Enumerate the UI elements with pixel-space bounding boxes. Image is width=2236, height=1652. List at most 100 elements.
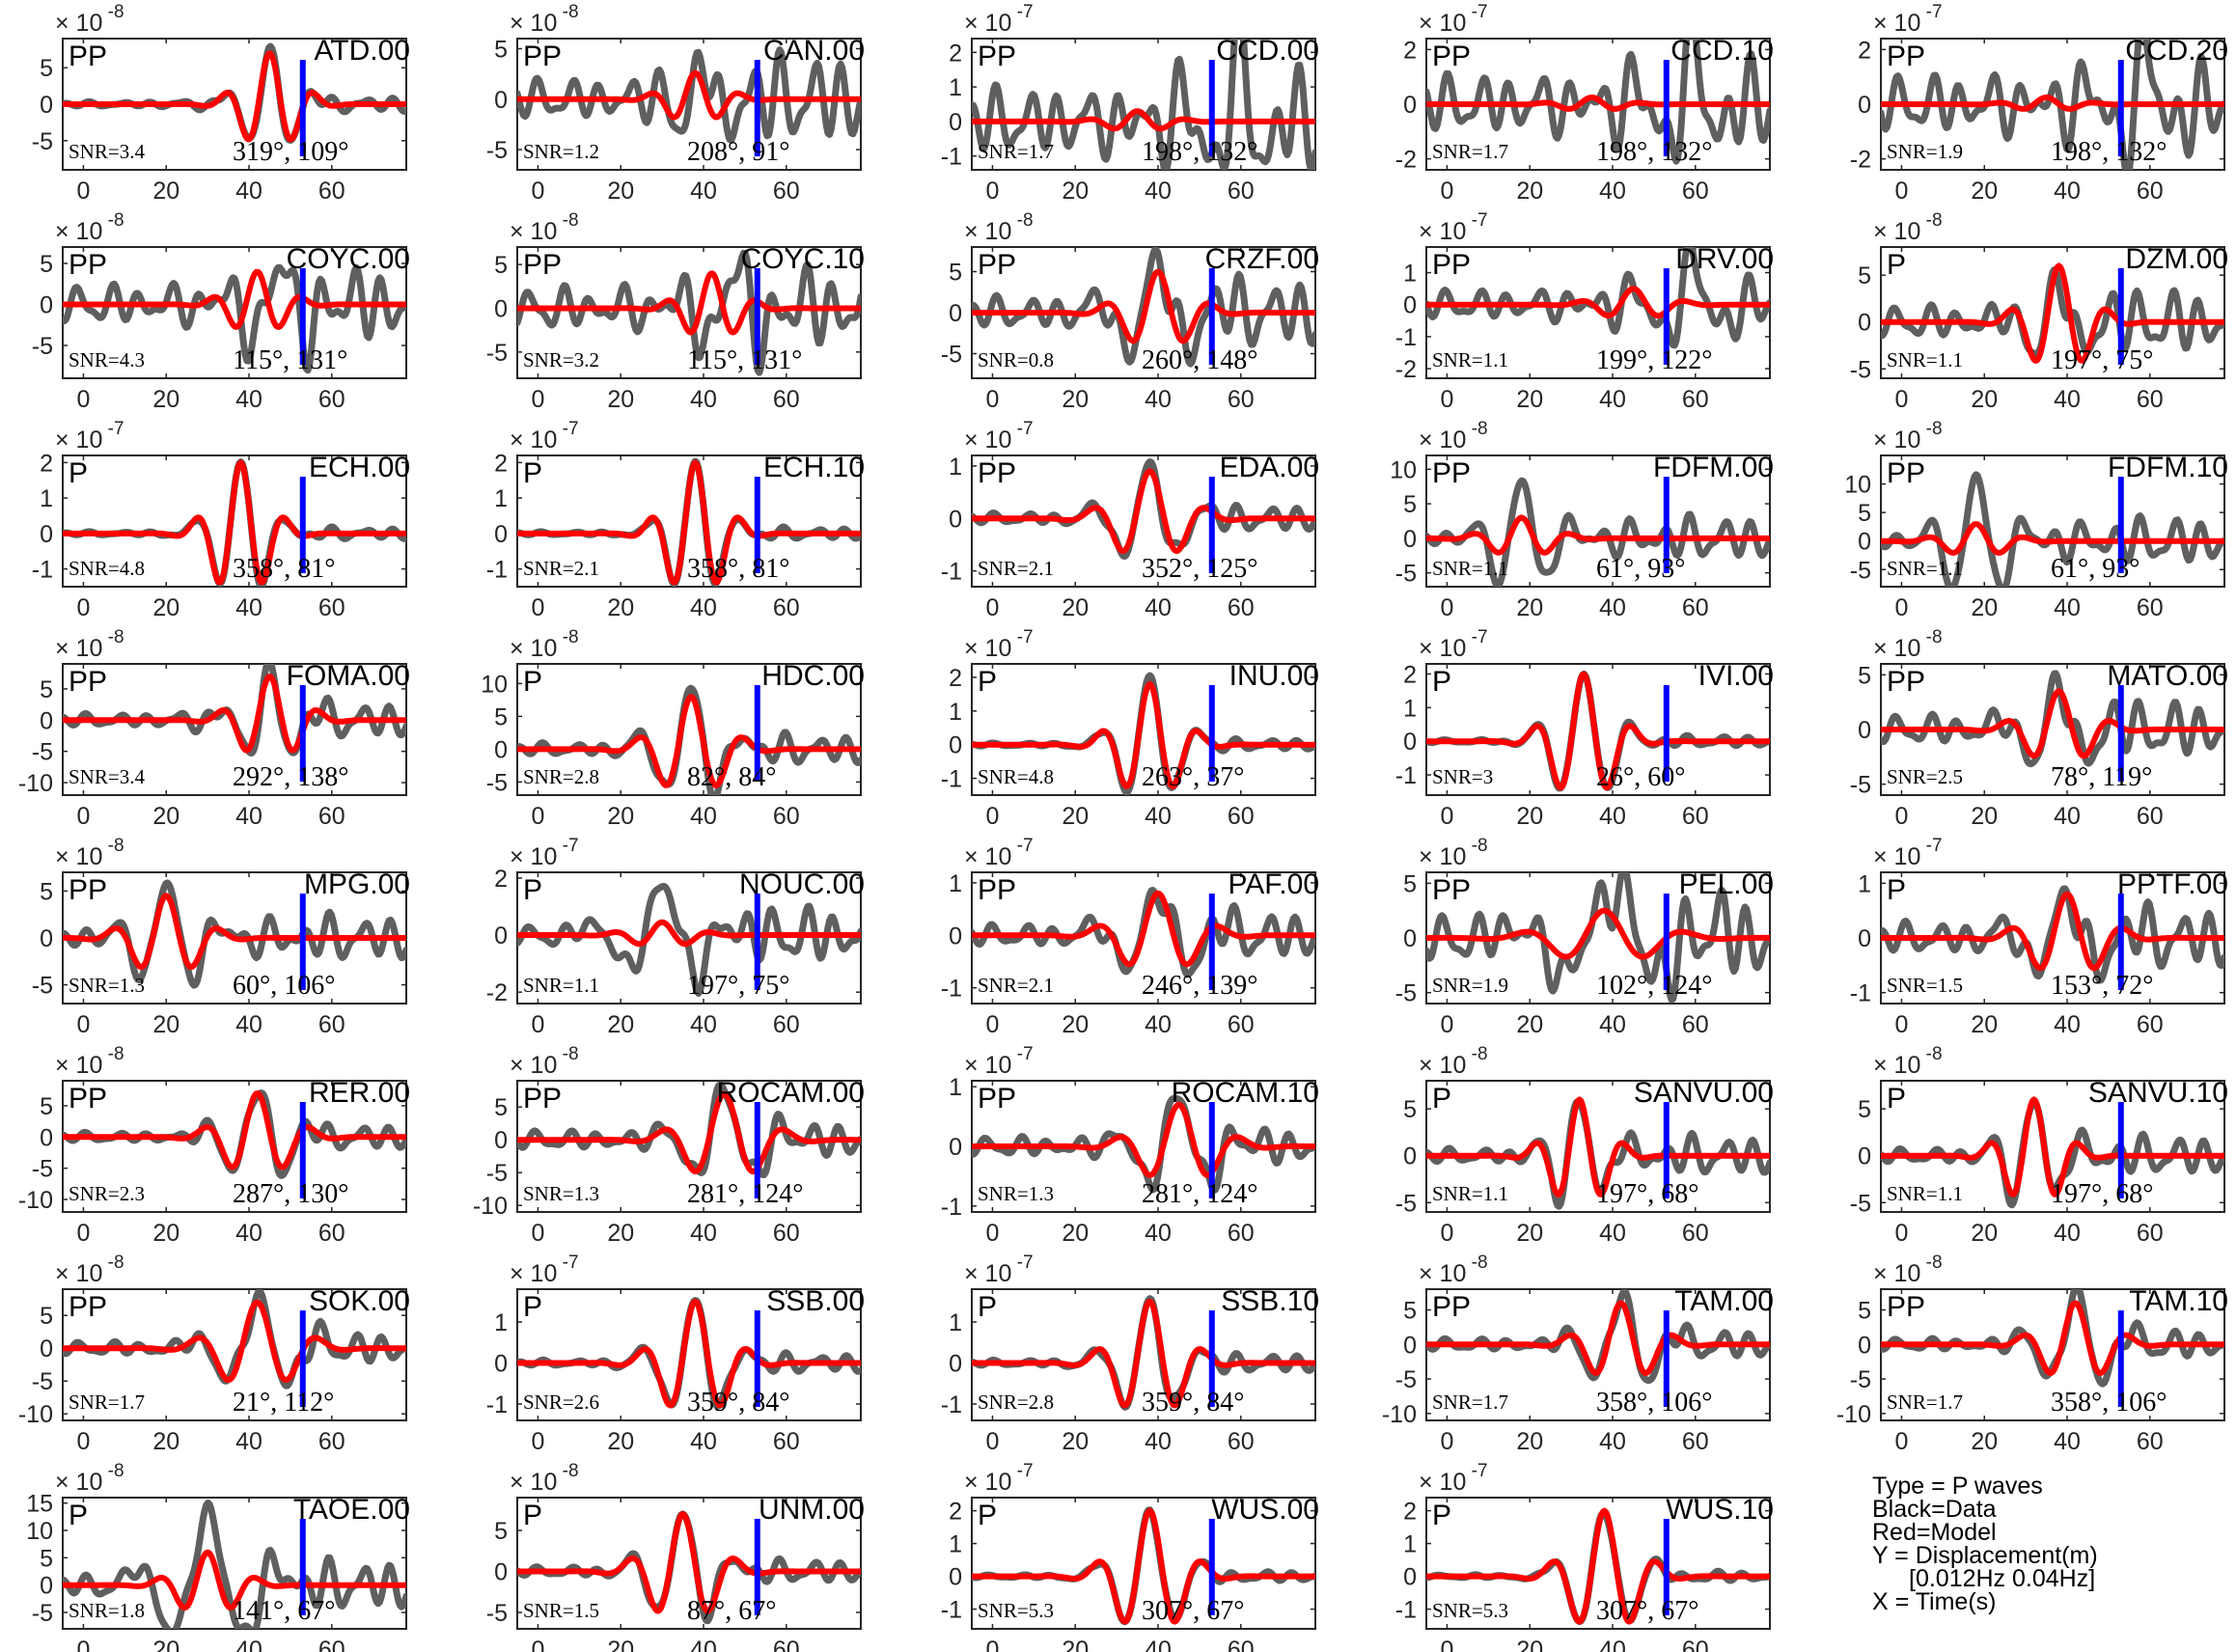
snr-label: SNR=2.1 [523,557,599,580]
x-tick-label: 40 [1145,803,1172,830]
y-exponent-power: -7 [1011,1044,1033,1064]
y-tick-label: -1 [486,1391,508,1418]
y-tick-label: 1 [1403,261,1417,288]
traces [972,39,1315,170]
y-exponent-power: -8 [1466,1044,1487,1064]
y-tick-label: -10 [18,1401,53,1428]
phase-label: P [523,1500,542,1531]
y-tick-label: 0 [1403,729,1417,756]
y-exponent-power: -7 [1920,2,1942,22]
phase-label: PP [978,249,1016,281]
angles-label: 26°, 60° [1596,762,1685,792]
x-tick-label: 0 [531,803,544,830]
y-tick-label: 0 [1858,717,1871,744]
traces [517,1297,861,1411]
y-tick-label: 2 [949,1499,962,1526]
x-tick-label: 40 [2054,594,2081,621]
phase-label: P [1432,1083,1451,1115]
y-tick-label: 0 [949,506,962,533]
y-tick-label: -5 [1850,1190,1871,1217]
x-tick-label: 60 [1228,1011,1255,1038]
y-exponent-power: -7 [1011,1253,1033,1273]
phase-label: PP [1432,1291,1471,1323]
y-tick-label: 0 [494,1351,508,1378]
panel-sanvu-10: 0 20 40 60 -5 0 5× 10 -8 P SANVU.10 SNR=1.1 197°, … [1850,1044,2228,1247]
x-tick-label: 40 [1599,803,1626,830]
model-trace [1426,286,1770,319]
snr-label: SNR=1.1 [523,974,599,997]
x-tick-label: 0 [1440,178,1453,205]
station-label: SOK.00 [309,1285,410,1317]
traces [1881,885,2224,984]
y-exponent-label: × 10 -8 [1873,1253,1943,1287]
phase-label: PP [1887,41,1925,72]
snr-label: SNR=2.6 [523,1390,599,1414]
station-label: TAOE.00 [293,1494,410,1526]
x-tick-label: 20 [152,594,179,621]
station-label: UNM.00 [759,1494,865,1526]
station-label: SSB.10 [1221,1285,1319,1317]
angles-label: 358°, 81° [687,554,789,584]
y-tick-label: -10 [473,1193,508,1220]
x-tick-label: 60 [318,1428,345,1455]
y-exponent-label: × 10 -8 [1419,419,1488,454]
model-trace [972,268,1315,344]
station-label: SANVU.00 [1634,1077,1774,1109]
x-tick-label: 40 [1599,1220,1626,1247]
x-tick-label: 20 [1062,1428,1089,1455]
y-tick-label: -2 [1395,147,1417,174]
station-label: FOMA.00 [287,660,410,692]
x-tick-label: 0 [1894,1428,1908,1455]
y-exponent-power: -7 [1466,627,1487,647]
y-tick-label: 2 [949,665,962,692]
y-tick-label: 2 [949,40,962,67]
y-exponent-power: -8 [557,210,578,231]
x-tick-label: 20 [1516,386,1543,413]
x-tick-label: 60 [773,594,800,621]
phase-label: PP [978,1083,1016,1115]
panel-foma-00: 0 20 40 60 -10 -5 0 5× 10 -8 PP FOMA.00 SNR=3.4 292… [18,627,410,830]
x-tick-label: 40 [1145,178,1172,205]
y-exponent-power: -7 [557,1253,578,1273]
model-trace [972,680,1315,789]
y-exponent-power: -7 [1466,2,1487,22]
model-trace [1426,1507,1770,1625]
x-tick-label: 20 [607,1011,634,1038]
y-tick-label: 0 [494,521,508,548]
phase-label: P [978,1500,997,1531]
x-tick-label: 0 [985,1637,999,1652]
model-trace [1881,1096,2224,1198]
panel-ssb-00: 0 20 40 60 -1 0 1× 10 -7 P SSB.00 SNR=2.6 359°, 84… [486,1253,865,1455]
phase-label: PP [69,1083,107,1115]
x-tick-label: 40 [690,1428,717,1455]
snr-label: SNR=1.9 [1887,140,1963,163]
y-exponent-label: × 10 -7 [510,419,579,454]
x-tick-label: 40 [235,594,262,621]
y-tick-label: -5 [1850,772,1871,799]
y-exponent-label: × 10 -7 [510,836,579,870]
y-tick-label: -5 [32,973,53,1000]
station-label: TAM.10 [2129,1285,2228,1317]
traces [63,458,406,587]
x-tick-label: 60 [773,386,800,413]
y-exponent-power: -7 [1011,627,1033,647]
x-tick-label: 20 [1516,1220,1543,1247]
snr-label: SNR=3.2 [523,348,599,372]
station-label: ATD.00 [315,35,410,67]
snr-label: SNR=4.8 [978,765,1054,788]
y-tick-label: -2 [1850,147,1871,174]
y-exponent-label: × 10 -7 [964,419,1034,454]
snr-label: SNR=1.9 [1432,974,1508,997]
panel-ssb-10: 0 20 40 60 -1 0 1× 10 -7 P SSB.10 SNR=2.8 359°, 84… [941,1253,1319,1455]
y-tick-label: -2 [1395,356,1417,383]
x-tick-label: 0 [1440,1428,1453,1455]
y-exponent-label: × 10 -7 [1419,210,1488,245]
model-trace [1426,94,1770,112]
x-tick-label: 20 [607,178,634,205]
y-exponent-power: -8 [1920,419,1942,439]
y-tick-label: -1 [1395,1597,1417,1624]
y-tick-label: 5 [40,1303,53,1330]
phase-label: P [523,874,542,906]
x-tick-label: 0 [1894,803,1908,830]
